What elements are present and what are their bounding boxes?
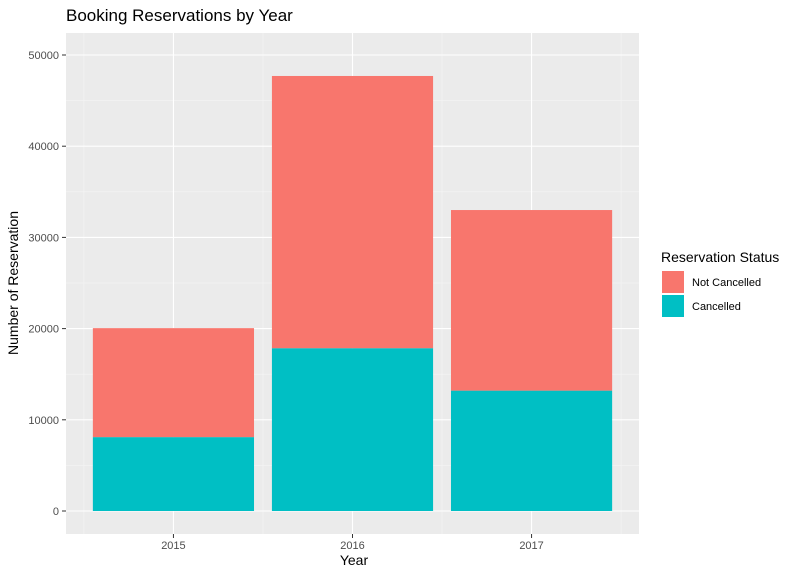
bar-not-cancelled-2016 xyxy=(271,75,434,349)
x-axis: 2015 2016 2017 xyxy=(161,534,544,552)
bars xyxy=(92,75,613,511)
legend-label: Not Cancelled xyxy=(692,277,761,289)
x-tick-label: 2017 xyxy=(519,540,543,552)
y-axis: 0 10000 20000 30000 40000 50000 xyxy=(28,50,66,518)
bar-not-cancelled-2017 xyxy=(450,210,613,391)
bar-cancelled-2015 xyxy=(92,437,255,511)
y-tick-label: 0 xyxy=(53,506,59,518)
legend-title: Reservation Status xyxy=(661,249,779,265)
legend-key-cancelled xyxy=(662,295,684,317)
y-axis-title: Number of Reservation xyxy=(5,211,21,355)
y-tick-label: 40000 xyxy=(28,141,59,153)
y-tick-label: 10000 xyxy=(28,415,59,427)
legend: Reservation Status Not Cancelled Cancelle… xyxy=(661,249,779,317)
y-tick-label: 30000 xyxy=(28,232,59,244)
legend-label: Cancelled xyxy=(692,301,741,313)
x-axis-title: Year xyxy=(340,552,369,568)
bar-cancelled-2017 xyxy=(450,390,613,511)
chart-title: Booking Reservations by Year xyxy=(66,6,293,25)
x-tick-label: 2016 xyxy=(340,540,364,552)
bar-not-cancelled-2015 xyxy=(92,328,255,438)
x-tick-label: 2015 xyxy=(161,540,185,552)
legend-key-not-cancelled xyxy=(662,271,684,293)
y-tick-label: 20000 xyxy=(28,324,59,336)
y-tick-label: 50000 xyxy=(28,50,59,62)
bar-cancelled-2016 xyxy=(271,348,434,511)
